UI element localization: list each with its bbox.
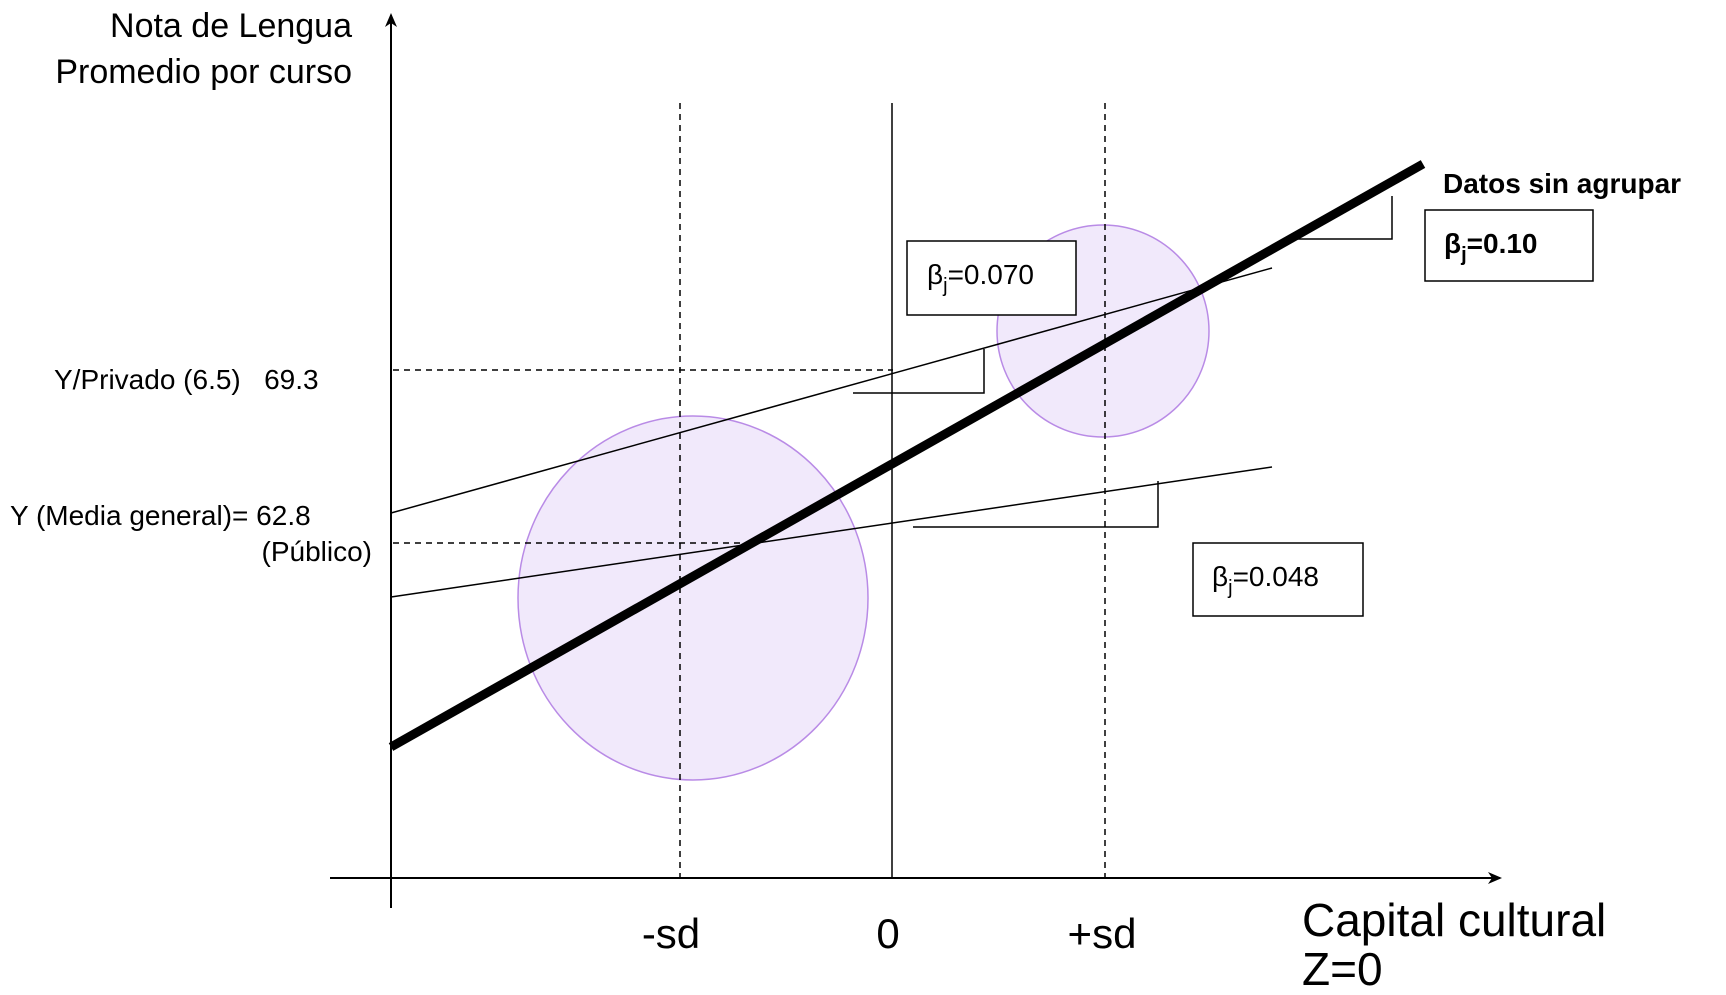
lower-group-slope-bracket [913, 481, 1159, 528]
lower-group-circle [517, 415, 869, 781]
upper-group-beta-box: βj=0.070 [906, 240, 1077, 316]
tick-zero: 0 [876, 910, 899, 957]
beta-subscript: j [942, 275, 947, 297]
ungrouped-title: Datos sin agrupar [1443, 168, 1681, 199]
tick-minus-sd: -sd [642, 910, 700, 957]
upper-group-regression-line [390, 267, 1273, 514]
svg-text:βj=0.048: βj=0.048 [1212, 561, 1319, 599]
beta-symbol: β [927, 259, 943, 290]
x-axis-title-line1: Capital cultural [1302, 894, 1606, 946]
svg-text:βj=0.10: βj=0.10 [1444, 228, 1538, 266]
beta-subscript: j [1460, 244, 1467, 266]
beta-subscript: j [1227, 577, 1232, 599]
privado-mark-label: Y/Privado (6.5) 69.3 [54, 364, 319, 395]
upper-group-slope-bracket [853, 349, 985, 394]
ungrouped-slope-bracket [1297, 196, 1393, 240]
y-axis-title-line1: Nota de Lengua [110, 7, 352, 45]
y-axis-title-line2: Promedio por curso [55, 53, 352, 91]
beta-symbol: β [1444, 228, 1461, 259]
media-general-label: Y (Media general)= 62.8 [10, 500, 311, 531]
publico-label: (Público) [262, 536, 372, 567]
beta-value: =0.048 [1233, 561, 1319, 592]
svg-text:βj=0.070: βj=0.070 [927, 259, 1034, 297]
beta-symbol: β [1212, 561, 1228, 592]
tick-plus-sd: +sd [1068, 910, 1137, 957]
lower-group-regression-line [390, 466, 1273, 598]
ungrouped-beta-box: βj=0.10 [1424, 209, 1594, 282]
beta-value: =0.10 [1467, 228, 1538, 259]
ungrouped-regression-line [388, 160, 1426, 751]
lower-group-beta-box: βj=0.048 [1192, 542, 1364, 617]
x-axis-title-line2: Z=0 [1302, 943, 1383, 995]
beta-value: =0.070 [948, 259, 1034, 290]
